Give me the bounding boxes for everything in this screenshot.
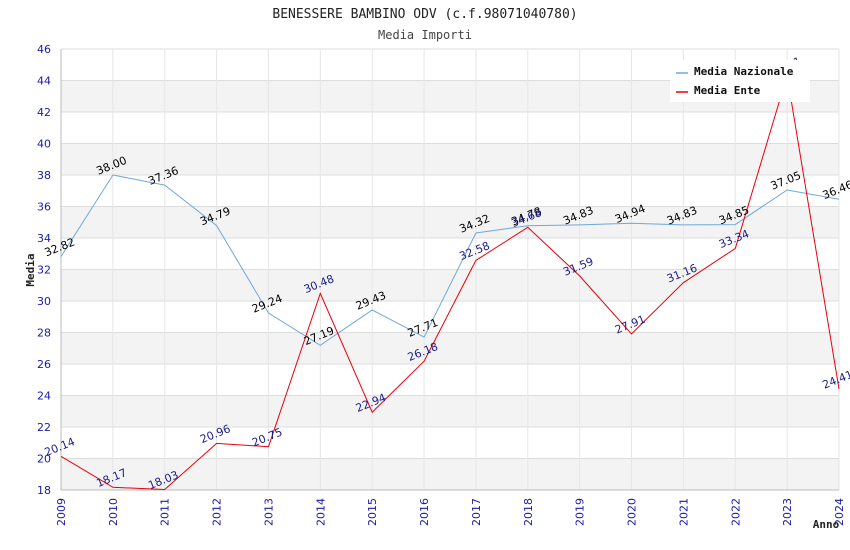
y-axis-label: Media [24, 253, 37, 286]
x-tick-label: 2009 [55, 498, 68, 526]
x-tick-label: 2020 [626, 498, 639, 526]
grid-band [61, 332, 839, 364]
y-tick-label: 22 [37, 421, 51, 434]
x-tick-label: 2024 [833, 498, 846, 526]
x-tick-label: 2014 [314, 498, 327, 526]
x-tick-label: 2022 [729, 498, 742, 526]
x-tick-label: 2010 [107, 498, 120, 526]
x-tick-label: 2021 [677, 498, 690, 526]
y-tick-label: 28 [37, 327, 51, 340]
y-tick-label: 42 [37, 106, 51, 119]
x-tick-label: 2015 [366, 498, 379, 526]
data-label: 20.14 [43, 435, 77, 459]
y-tick-label: 18 [37, 484, 51, 497]
y-tick-label: 20 [37, 453, 51, 466]
legend: Media Nazionale Media Ente [670, 60, 810, 102]
y-tick-label: 26 [37, 358, 51, 371]
x-tick-label: 2016 [418, 498, 431, 526]
axes [60, 49, 839, 491]
y-tick-labels: 18 20 22 24 26 28 30 32 34 36 38 40 42 44 46 [37, 43, 51, 497]
x-tick-label: 2018 [522, 498, 535, 526]
x-tick-label: 2013 [262, 498, 275, 526]
chart-subtitle: Media Importi [378, 28, 472, 42]
data-label: 20.75 [250, 426, 284, 450]
x-tick-label: 2019 [574, 498, 587, 526]
legend-box [670, 60, 810, 102]
y-tick-label: 40 [37, 138, 51, 151]
x-axis-label: Anno [813, 518, 840, 531]
y-tick-label: 32 [37, 264, 51, 277]
x-tick-label: 2023 [781, 498, 794, 526]
series-lines [60, 75, 840, 491]
y-tick-label: 38 [37, 169, 51, 182]
y-tick-label: 44 [37, 75, 51, 88]
y-tick-label: 30 [37, 295, 51, 308]
grid-band [61, 395, 839, 427]
legend-label-media-ente: Media Ente [694, 84, 761, 97]
grid-band [61, 458, 839, 490]
x-tick-label: 2017 [470, 498, 483, 526]
x-tick-label: 2012 [211, 498, 224, 526]
grid-band [61, 206, 839, 238]
y-tick-label: 24 [37, 390, 51, 403]
data-label: 32.58 [458, 239, 492, 263]
grid-band [61, 143, 839, 175]
y-tick-label: 34 [37, 232, 51, 245]
series-line-media-nazionale [60, 174, 840, 346]
y-tick-label: 36 [37, 201, 51, 214]
data-label: 24.41 [821, 368, 850, 392]
y-tick-label: 46 [37, 43, 51, 56]
series-line-media-ente [60, 75, 840, 491]
chart-title: BENESSERE BAMBINO ODV (c.f.98071040780) [272, 7, 577, 22]
grid-bands [61, 80, 839, 490]
legend-label-media-nazionale: Media Nazionale [694, 65, 794, 78]
x-tick-label: 2011 [159, 498, 172, 526]
x-tick-labels: 2009 2010 2011 2012 2013 2014 2015 2016 2017 2018… [55, 498, 846, 526]
